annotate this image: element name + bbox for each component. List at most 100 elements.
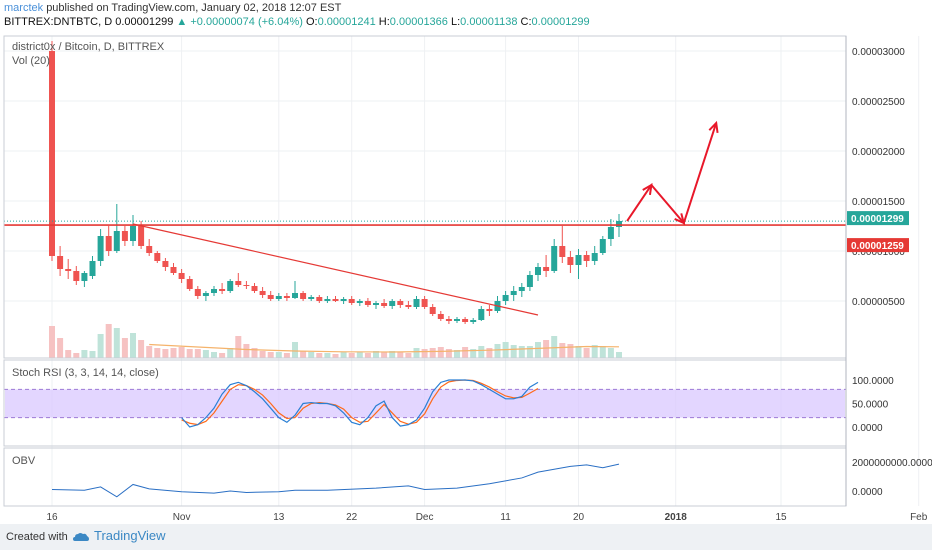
forecast-arrowhead [708,120,719,134]
volume-bar [194,349,201,358]
volume-bar [219,353,226,358]
candle-body [526,275,533,287]
volume-bar [567,344,574,358]
obv-line [51,463,620,498]
candle-body [486,309,493,311]
candle-body [251,286,258,291]
volume-bar [300,351,307,358]
candle-body [65,269,72,271]
volume-bar [518,346,525,358]
candle-body [413,299,420,307]
volume-bar [437,347,444,358]
stoch-rsi-k-line [181,379,539,428]
candle-body [219,289,226,291]
created-with-text: Created with [6,531,68,543]
candle-body [381,303,388,306]
candle-body [130,226,136,241]
candle-body [243,285,250,286]
open-label: O: [305,16,318,28]
tradingview-cloud-icon [73,532,89,541]
volume-bar [535,342,541,358]
high-label: H: [378,16,390,28]
time-label: 22 [346,512,358,523]
volume-bar [591,345,598,358]
volume-bar [235,336,242,358]
volume-bar [462,347,469,358]
low-value: 0.00001138 [460,16,518,28]
candle-body [324,299,331,301]
time-label: 11 [500,512,511,523]
candle-body [283,296,290,298]
volume-bar [526,346,533,358]
volume-bar [227,348,234,358]
open-value: 0.00001241 [317,16,376,28]
candle-body [308,297,315,299]
candle-body [607,227,614,239]
volume-bar [105,324,112,358]
candle-body [364,301,371,305]
volume-bar [454,350,460,358]
candle-body [535,267,541,275]
volume-bar [551,336,558,358]
candle-body [429,307,436,314]
obv-tick: 0.0000 [852,487,883,498]
footer-bar: Created with TradingView [0,524,932,550]
candle-body [583,255,590,261]
price-tick: 0.00000500 [852,297,905,308]
candle-body [154,253,161,261]
candle-body [105,236,112,251]
volume-bar [356,352,363,358]
volume-bar [494,344,501,358]
current-price-badge-text: 0.00001299 [851,214,904,225]
up-triangle-icon: ▲ [176,16,188,28]
price-tick: 0.00002000 [852,147,905,158]
time-label: Dec [416,512,434,523]
time-label: 16 [46,512,58,523]
price-tick: 0.00003000 [852,47,905,58]
volume-bar [170,348,177,358]
author-link[interactable]: marctek [4,2,44,14]
candle-body [267,295,274,299]
low-label: L: [450,16,461,28]
candle-body [437,314,444,319]
candle-body [49,51,55,256]
candle-body [510,291,517,295]
candle-body [559,246,566,257]
stoch-rsi-title: Stoch RSI (3, 3, 14, 14, close) [12,367,159,379]
candle-body [81,273,88,281]
candle-body [421,299,428,307]
volume-bar [616,352,622,358]
volume-bar [478,346,485,358]
volume-bar [121,338,128,358]
trendline [132,223,539,316]
volume-bar [65,350,72,358]
price-change: +0.00000074 (+6.04%) [190,16,303,28]
time-label: 2018 [665,512,688,523]
candle-body [340,299,347,301]
volume-bar [275,352,282,358]
volume-bar [316,353,323,358]
candle-body [89,261,96,276]
tradingview-logo[interactable]: TradingView [72,528,166,543]
candle-body [138,226,145,246]
last-price: 0.00001299 [115,16,174,28]
candle-body [575,255,582,265]
volume-bar [559,343,566,358]
volume-bar [445,349,452,358]
chart-canvas[interactable]: 16 Nov 13 22 Dec 11 20 2018 15 Feb 0.00003000 0.000… [0,0,932,524]
volume-bar [138,340,145,358]
volume-bar [178,347,185,358]
volume-bar [97,334,104,358]
candles[interactable] [49,41,622,324]
volume-bar [389,351,396,358]
candle-body [170,267,177,273]
volume-bar [57,338,64,358]
main-pane-title: district0x / Bitcoin, D, BITTREX [12,41,165,53]
candle-body [316,297,323,301]
close-value: 0.00001299 [531,16,590,28]
stoch-rsi-d-line [181,379,539,426]
volume-bar [130,333,136,358]
rsi-tick: 0.0000 [852,423,883,434]
obv-title: OBV [12,455,36,467]
volume-bar [575,346,582,358]
